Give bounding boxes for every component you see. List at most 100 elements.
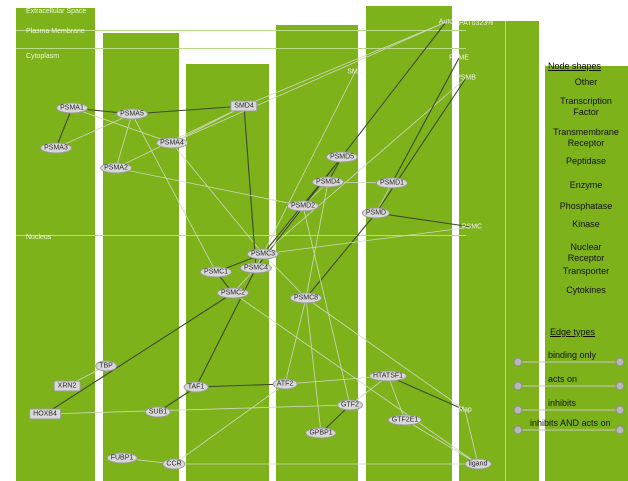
- legend-edge-title: Edge types: [550, 327, 596, 337]
- node-psmc1[interactable]: PSMC1: [199, 266, 233, 278]
- node-psmd2[interactable]: PSMD2: [286, 200, 320, 212]
- legend-node-type-5: Phosphatase: [559, 201, 613, 211]
- edge-psmd-psmc8: [305, 212, 377, 299]
- strip-1: [16, 8, 95, 481]
- legend-edge-type-0: binding only: [548, 350, 597, 360]
- edge-psme-psmd1: [391, 57, 460, 184]
- edge-psma3-psma5: [55, 113, 133, 149]
- node-psmd1[interactable]: PSMD1: [375, 177, 409, 189]
- edge-psma4-smd4: [171, 105, 245, 144]
- edge-psma1-psma4: [71, 107, 173, 144]
- strip-6: [459, 21, 539, 481]
- legend-node-type-4: Enzyme: [569, 180, 603, 190]
- node-xrn2[interactable]: XRN2: [53, 380, 81, 392]
- node-map[interactable]: Map: [458, 406, 472, 414]
- node-tbp[interactable]: TBP: [95, 360, 117, 372]
- strip-legend: [545, 66, 628, 481]
- legend-edge-type-2: inhibits: [548, 398, 577, 408]
- legend-node-type-6: Kinase: [572, 219, 600, 229]
- edge-auto-smd4: [243, 21, 447, 107]
- node-atf2[interactable]: ATF2: [272, 378, 298, 390]
- edge-htatsf1-gtf2e1: [387, 375, 406, 421]
- edge-psma2-smd4: [115, 105, 245, 169]
- node-gtf2[interactable]: GTF2: [337, 399, 363, 411]
- node-psmc2[interactable]: PSMC2: [216, 287, 250, 299]
- legend-node-type-8: Transporter: [562, 266, 610, 276]
- edge-ligand-gtf2e1: [404, 419, 479, 465]
- legend-node-title: Node shapes: [548, 61, 602, 71]
- node-psmb[interactable]: PSMB: [456, 74, 476, 82]
- legend-node-type-9: Cytokines: [566, 285, 606, 295]
- node-psmd[interactable]: PSMD: [361, 207, 391, 219]
- edge-auto-psma4: [171, 21, 447, 144]
- node-psmc8[interactable]: PSMC8: [289, 292, 323, 304]
- node-psma4[interactable]: PSMA4: [156, 137, 188, 149]
- edge-psma2-psma5: [115, 113, 133, 169]
- legend-node-type-2: Transmembrane Receptor: [553, 127, 619, 148]
- region-label-2: Plasma Membrane: [26, 28, 85, 35]
- node-psmc4[interactable]: PSMC4: [239, 262, 273, 274]
- node-ligand[interactable]: ligand: [464, 458, 492, 470]
- node-auto[interactable]: Auto: [438, 18, 454, 26]
- legend-edge-end-0-1: [615, 357, 625, 367]
- node-psme[interactable]: PSME: [449, 54, 469, 62]
- nucleus-line: [16, 235, 466, 236]
- node-psmd4[interactable]: PSMD4: [311, 176, 345, 188]
- region-label-nucleus: Nucleus: [26, 234, 52, 241]
- edge-psma4-psmc3: [171, 142, 264, 255]
- node-gtf2e1[interactable]: GTF2E1: [387, 414, 423, 426]
- legend-node-type-1: Transcription Factor: [560, 96, 612, 117]
- legend-edge-end-2-1: [615, 405, 625, 415]
- edge-auto-psmc4: [255, 21, 447, 269]
- edge-psmc-psmc3: [262, 226, 473, 255]
- node-psma5[interactable]: PSMA5: [116, 108, 148, 120]
- node-sub1[interactable]: SUB1: [144, 406, 172, 418]
- legend-edge-type-1: acts on: [548, 374, 578, 384]
- legend-node-type-7: Nuclear Receptor: [567, 242, 605, 263]
- node-gpbp1[interactable]: GPBP1: [305, 427, 337, 439]
- edge-psmc-psmd: [375, 212, 473, 228]
- region-label-col6: PAT0323%: [459, 20, 494, 27]
- edge-ccr-atf2: [173, 383, 286, 465]
- legend-edge-type-3: inhibits AND acts on: [530, 418, 611, 428]
- node-psma2[interactable]: PSMA2: [100, 162, 132, 174]
- node-psmd5[interactable]: PSMD5: [325, 151, 359, 163]
- legend-node-type-3: Peptidase: [565, 156, 607, 166]
- edge-psmc2-ligand: [232, 292, 479, 465]
- legend-edge-end-2-0: [513, 405, 523, 415]
- membrane-line-2: [16, 48, 466, 49]
- edge-psma5-smd4: [131, 105, 245, 115]
- legend-edge-end-3-0: [513, 425, 523, 435]
- node-hoxb4[interactable]: HOXB4: [29, 408, 61, 420]
- column-divider: [505, 21, 506, 481]
- edge-atf2-psmc8: [284, 297, 307, 385]
- edge-smd4-psmc4: [243, 105, 257, 269]
- region-label-1: Extracellular Space: [26, 8, 87, 15]
- node-psmc[interactable]: PSMC: [461, 223, 483, 231]
- edge-gtf2-psmd2: [302, 205, 351, 406]
- edge-psma5-psmc1: [131, 113, 217, 273]
- node-fubp1[interactable]: FUBP1: [106, 452, 138, 464]
- legend-edge-end-1-0: [513, 381, 523, 391]
- edge-taf1-psmc4: [195, 267, 257, 388]
- node-psmc3[interactable]: PSMC3: [246, 248, 280, 260]
- edge-psmc8-map: [305, 297, 466, 411]
- edge-taf1-atf2: [195, 383, 286, 388]
- edge-map-ligand: [464, 409, 479, 465]
- node-psma3[interactable]: PSMA3: [40, 142, 72, 154]
- legend-edge-end-0-0: [513, 357, 523, 367]
- edge-psmc3-psmc8: [262, 253, 307, 299]
- node-smd[interactable]: SMD: [347, 68, 363, 76]
- node-taf1[interactable]: TAF1: [183, 381, 209, 393]
- node-htatsf1[interactable]: HTATSF1: [368, 370, 408, 382]
- edge-htatsf1-map: [387, 375, 466, 411]
- edge-hoxb4-psmc2: [44, 292, 234, 415]
- node-psma1[interactable]: PSMA1: [56, 102, 88, 114]
- edge-hoxb4-gtf2: [44, 404, 351, 415]
- node-smd4[interactable]: SMD4: [230, 100, 258, 112]
- strip-5: [366, 6, 452, 481]
- edge-smd-psmc4: [255, 71, 356, 269]
- node-ccr[interactable]: CCR: [162, 458, 186, 470]
- membrane-line-1: [16, 30, 466, 31]
